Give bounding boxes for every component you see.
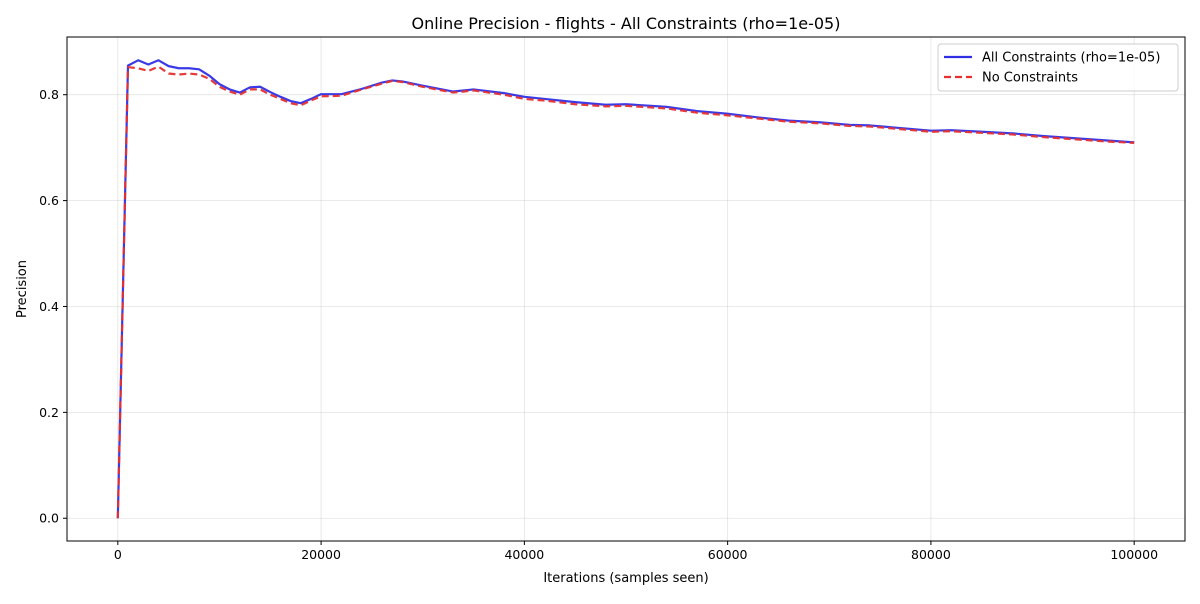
x-axis-label: Iterations (samples seen) bbox=[543, 571, 708, 586]
axis-ticks: 0 20000 40000 60000 80000 100000 0.0 0.2 0.4 0.6 0… bbox=[39, 87, 1158, 562]
y-tick-label: 0.8 bbox=[39, 87, 59, 102]
x-tick-label: 20000 bbox=[301, 547, 341, 562]
y-tick-label: 0.2 bbox=[39, 405, 59, 420]
legend-box bbox=[937, 43, 1179, 92]
series-group bbox=[116, 59, 1135, 519]
legend-label-no-constraints: No Constraints bbox=[982, 71, 1078, 86]
y-axis-label: Precision bbox=[15, 260, 30, 318]
x-tick-label: 40000 bbox=[504, 547, 544, 562]
plot-frame bbox=[66, 36, 1186, 542]
x-tick-label: 80000 bbox=[911, 547, 951, 562]
legend: All Constraints (rho=1e-05) No Constrain… bbox=[937, 43, 1179, 92]
grid bbox=[67, 37, 1185, 541]
chart-title: Online Precision - flights - All Constra… bbox=[412, 14, 841, 33]
y-tick-label: 0.6 bbox=[39, 193, 59, 208]
legend-label-all-constraints: All Constraints (rho=1e-05) bbox=[982, 51, 1160, 66]
series-line-all-constraints bbox=[116, 59, 1135, 519]
y-tick-label: 0.0 bbox=[39, 511, 59, 526]
series-line-no-constraints bbox=[116, 65, 1135, 519]
x-tick-label: 60000 bbox=[708, 547, 748, 562]
y-tick-label: 0.4 bbox=[39, 299, 59, 314]
x-tick-label: 100000 bbox=[1110, 547, 1158, 562]
x-tick-label: 0 bbox=[114, 547, 122, 562]
